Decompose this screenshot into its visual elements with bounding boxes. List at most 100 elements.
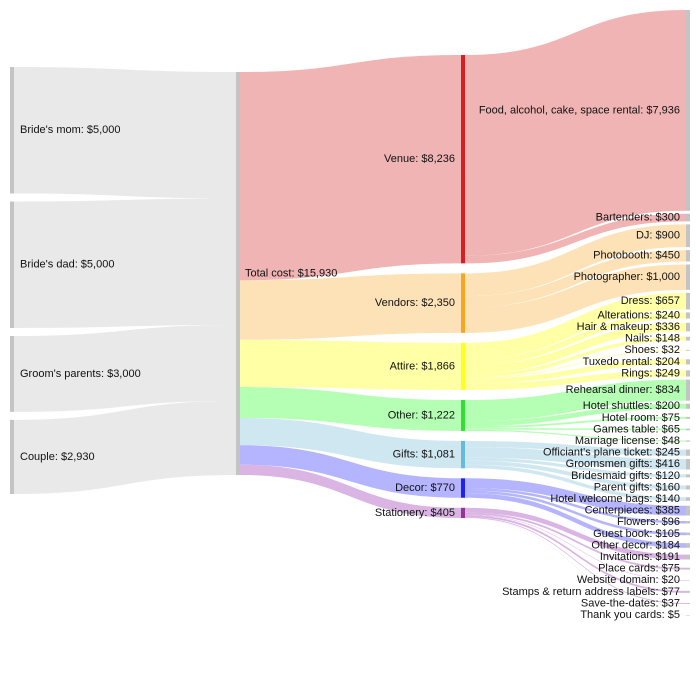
- links: [14, 10, 686, 616]
- category-label: Vendors: $2,350: [375, 297, 455, 309]
- link: [465, 264, 686, 333]
- link: [465, 250, 686, 308]
- source-node: [10, 67, 14, 194]
- item-node: [686, 554, 690, 560]
- link: [465, 512, 686, 570]
- link: [465, 336, 686, 378]
- item-label: Guest book: $105: [593, 528, 680, 540]
- item-node: [686, 485, 690, 490]
- item-label: Invitations: $191: [600, 551, 680, 563]
- category-node: [461, 273, 465, 333]
- link: [465, 515, 686, 593]
- item-label: Hotel shuttles: $200: [583, 400, 680, 412]
- source-label: Bride's mom: $5,000: [20, 124, 121, 136]
- item-label: Rings: $249: [621, 367, 680, 379]
- item-node: [686, 567, 690, 570]
- category-label: Other: $1,222: [388, 409, 455, 421]
- link: [240, 464, 461, 519]
- item-label: Tuxedo rental: $204: [583, 356, 680, 368]
- category-node: [461, 400, 465, 431]
- item-node: [686, 580, 690, 581]
- link: [14, 198, 236, 328]
- link: [465, 292, 686, 360]
- category-node: [461, 342, 465, 391]
- item-label: Save-the-dates: $37: [581, 597, 680, 609]
- item-node: [686, 336, 690, 341]
- link: [465, 428, 686, 431]
- link: [240, 387, 461, 431]
- link: [240, 55, 461, 281]
- link: [465, 478, 686, 516]
- link: [465, 213, 686, 264]
- item-node: [686, 474, 690, 478]
- item-node: [686, 449, 690, 456]
- item-node: [686, 224, 690, 248]
- source-label: Groom's parents: $3,000: [20, 368, 141, 380]
- link: [465, 429, 686, 442]
- link: [465, 312, 686, 366]
- item-label: Thank you cards: $5: [580, 609, 680, 621]
- link: [465, 490, 686, 536]
- category-label: Gifts: $1,081: [393, 449, 455, 461]
- item-label: Groomsmen gifts: $416: [566, 458, 680, 470]
- item-label: Centerpieces: $385: [585, 505, 680, 517]
- item-node: [686, 213, 690, 222]
- item-node: [686, 521, 690, 524]
- item-label: Rehearsal dinner: $834: [566, 384, 680, 396]
- link: [465, 460, 686, 490]
- item-node: [686, 403, 690, 409]
- link: [465, 416, 686, 429]
- link: [14, 325, 236, 412]
- item-node: [686, 543, 690, 548]
- item-node: [686, 322, 690, 332]
- link: [240, 417, 461, 469]
- category-node: [461, 440, 465, 469]
- category-node: [461, 55, 465, 264]
- item-node: [686, 459, 690, 470]
- total-label: Total cost: $15,930: [245, 267, 337, 279]
- item-node: [686, 590, 690, 593]
- link: [465, 403, 686, 427]
- item-label: Parent gifts: $160: [594, 481, 680, 493]
- item-label: DJ: $900: [636, 230, 680, 242]
- item-node: [686, 264, 690, 290]
- source-label: Bride's dad: $5,000: [20, 259, 114, 271]
- category-node: [461, 478, 465, 498]
- link: [465, 507, 686, 560]
- nodes: Bride's mom: $5,000 Bride's dad: $5,000 Gr…: [10, 10, 690, 621]
- item-label: Other decor: $184: [591, 539, 680, 551]
- item-label: Nails: $148: [625, 333, 680, 345]
- item-label: Officiant's plane ticket: $245: [543, 447, 680, 459]
- category-label: Decor: $770: [395, 482, 455, 494]
- link: [465, 379, 686, 422]
- link: [465, 349, 686, 379]
- link: [465, 359, 686, 384]
- link: [465, 516, 686, 604]
- item-node: [686, 10, 690, 211]
- item-label: Food, alcohol, cake, space rental: $7,93…: [479, 104, 680, 116]
- category-label: Venue: $8,236: [384, 153, 455, 165]
- item-node: [686, 505, 690, 516]
- item-label: Hotel room: $75: [602, 412, 680, 424]
- item-node: [686, 250, 690, 262]
- link: [465, 370, 686, 391]
- item-label: Bridesmaid gifts: $120: [571, 470, 680, 482]
- category-label: Attire: $1,866: [390, 360, 455, 372]
- item-label: Photographer: $1,000: [574, 271, 680, 283]
- link: [465, 447, 686, 470]
- link: [14, 400, 236, 495]
- item-node: [686, 532, 690, 536]
- link: [465, 10, 686, 256]
- item-label: Bartenders: $300: [596, 211, 680, 223]
- item-label: Marriage license: $48: [575, 435, 680, 447]
- item-label: Alterations: $240: [597, 309, 680, 321]
- link: [14, 67, 236, 199]
- item-node: [686, 497, 690, 501]
- link: [465, 514, 686, 581]
- source-node: [10, 201, 14, 328]
- total-node: [236, 72, 240, 476]
- link: [240, 339, 461, 391]
- source-node: [10, 419, 14, 495]
- item-label: Flowers: $96: [617, 516, 680, 528]
